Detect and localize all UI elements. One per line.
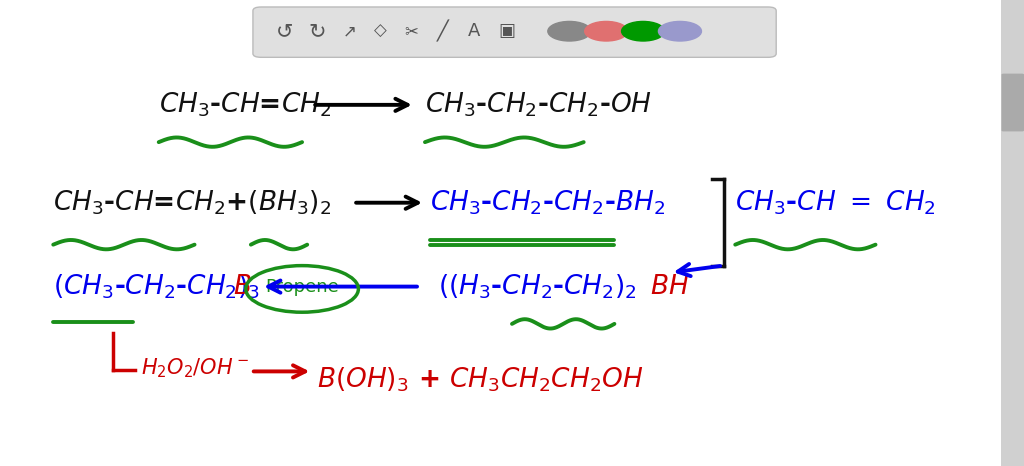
Text: $(CH_3$-$CH_2$-$CH_2)_3$: $(CH_3$-$CH_2$-$CH_2)_3$ <box>53 272 260 301</box>
FancyBboxPatch shape <box>1001 0 1024 466</box>
Circle shape <box>548 21 591 41</box>
Text: $BH$: $BH$ <box>650 274 689 300</box>
Text: ↺: ↺ <box>275 21 294 41</box>
Text: $B(OH)_3$ + $CH_3CH_2CH_2OH$: $B(OH)_3$ + $CH_3CH_2CH_2OH$ <box>317 365 644 394</box>
FancyBboxPatch shape <box>253 7 776 57</box>
Text: $CH_3$-$CH$=$CH_2$+$(BH_3)_2$: $CH_3$-$CH$=$CH_2$+$(BH_3)_2$ <box>53 188 332 217</box>
Text: $((H_3$-$CH_2$-$CH_2)_2$: $((H_3$-$CH_2$-$CH_2)_2$ <box>438 272 637 301</box>
Text: $B$: $B$ <box>233 274 252 300</box>
Text: ◇: ◇ <box>374 22 386 40</box>
Text: ↗: ↗ <box>342 22 356 40</box>
Text: Propene: Propene <box>265 278 339 295</box>
Text: $CH_3$-$CH$ $=$ $CH_2$: $CH_3$-$CH$ $=$ $CH_2$ <box>735 188 936 217</box>
FancyBboxPatch shape <box>1001 74 1024 131</box>
Text: A: A <box>468 22 480 40</box>
Text: $CH_3$-$CH$=$CH_2$: $CH_3$-$CH$=$CH_2$ <box>159 90 331 119</box>
Text: ╱: ╱ <box>436 20 449 42</box>
Text: ✂: ✂ <box>404 22 419 40</box>
Text: $H_2O_2/OH^-$: $H_2O_2/OH^-$ <box>141 356 250 380</box>
Circle shape <box>658 21 701 41</box>
Text: ↻: ↻ <box>308 21 327 41</box>
Text: ▣: ▣ <box>499 22 515 40</box>
Circle shape <box>585 21 628 41</box>
Circle shape <box>622 21 665 41</box>
Text: $CH_3$-$CH_2$-$CH_2$-$BH_2$: $CH_3$-$CH_2$-$CH_2$-$BH_2$ <box>430 188 665 217</box>
Text: $CH_3$-$CH_2$-$CH_2$-$OH$: $CH_3$-$CH_2$-$CH_2$-$OH$ <box>425 90 652 119</box>
